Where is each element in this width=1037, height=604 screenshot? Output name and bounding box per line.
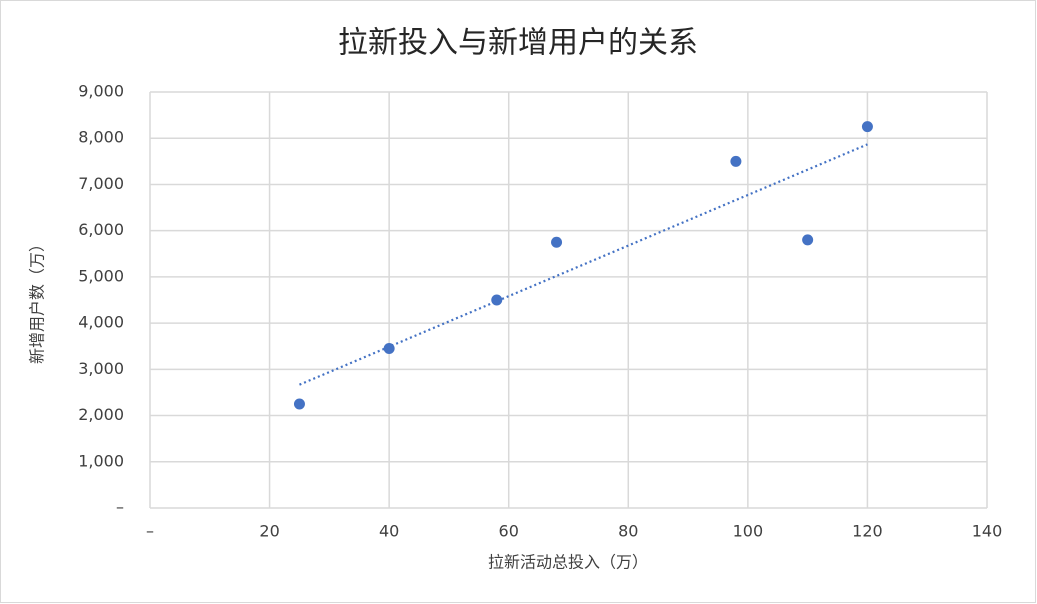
point [730,155,742,167]
x-tick-label: 120 [852,522,883,541]
y-tick-label: 7,000 [78,174,124,193]
point [293,398,305,410]
y-tick-label: 6,000 [78,220,124,239]
y-tick-label: 9,000 [78,82,124,101]
x-tick-label: 40 [379,522,399,541]
x-axis-label: 拉新活动总投入（万） [488,553,648,572]
point [802,234,814,246]
y-axis-label: 新增用户数（万） [28,236,47,364]
point [383,343,395,355]
y-tick-label: 4,000 [78,313,124,332]
chart-title: 拉新投入与新增用户的关系 [338,26,698,61]
x-tick-label: 140 [972,522,1003,541]
x-tick-label: 80 [618,522,638,541]
x-tick-label: 100 [733,522,764,541]
x-tick-label: 20 [259,522,279,541]
x-tick-label: – [146,522,154,541]
y-tick-label: – [116,498,124,517]
y-tick-label: 5,000 [78,266,124,285]
point [491,294,503,306]
point [551,236,563,248]
y-tick-label: 8,000 [78,128,124,147]
y-tick-label: 1,000 [78,451,124,470]
y-tick-label: 3,000 [78,359,124,378]
x-tick-label: 60 [499,522,519,541]
y-tick-label: 2,000 [78,405,124,424]
point [861,121,873,133]
